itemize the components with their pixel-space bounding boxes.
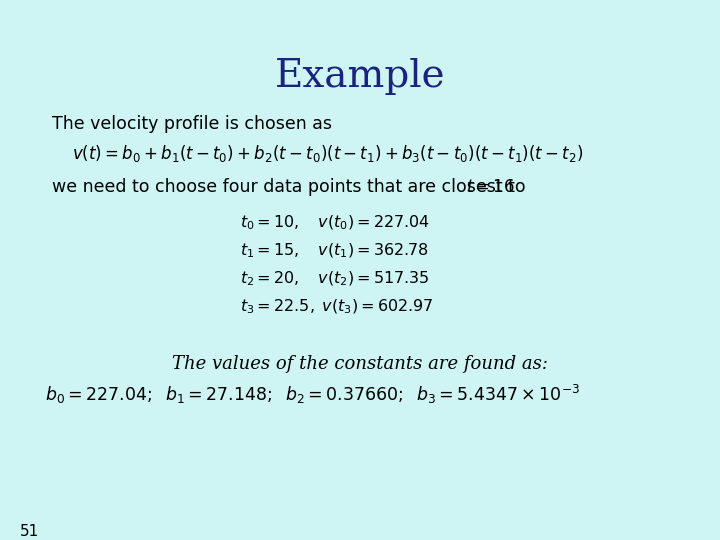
Text: $t_1 = 15, \quad v(t_1) = 362.78$: $t_1 = 15, \quad v(t_1) = 362.78$ [240,242,429,260]
Text: $t = 16$: $t = 16$ [466,178,515,196]
Text: 51: 51 [20,524,40,539]
Text: Example: Example [275,58,445,95]
Text: $t_2 = 20, \quad v(t_2) = 517.35$: $t_2 = 20, \quad v(t_2) = 517.35$ [240,270,430,288]
Text: $b_0 = 227.04; \;\; b_1 = 27.148; \;\; b_2 = 0.37660; \;\; b_3 = 5.4347 \times 1: $b_0 = 227.04; \;\; b_1 = 27.148; \;\; b… [45,383,580,406]
Text: The values of the constants are found as:: The values of the constants are found as… [172,355,548,373]
Text: $t_3 = 22.5, \; v(t_3) = 602.97$: $t_3 = 22.5, \; v(t_3) = 602.97$ [240,298,433,316]
Text: we need to choose four data points that are closest to: we need to choose four data points that … [52,178,531,196]
Text: $v(t) = b_0 + b_1(t - t_0) + b_2(t - t_0)(t - t_1) + b_3(t - t_0)(t - t_1)(t - t: $v(t) = b_0 + b_1(t - t_0) + b_2(t - t_0… [72,143,583,164]
Text: The velocity profile is chosen as: The velocity profile is chosen as [52,115,332,133]
Text: $t_0 = 10, \quad v(t_0) = 227.04$: $t_0 = 10, \quad v(t_0) = 227.04$ [240,214,430,232]
